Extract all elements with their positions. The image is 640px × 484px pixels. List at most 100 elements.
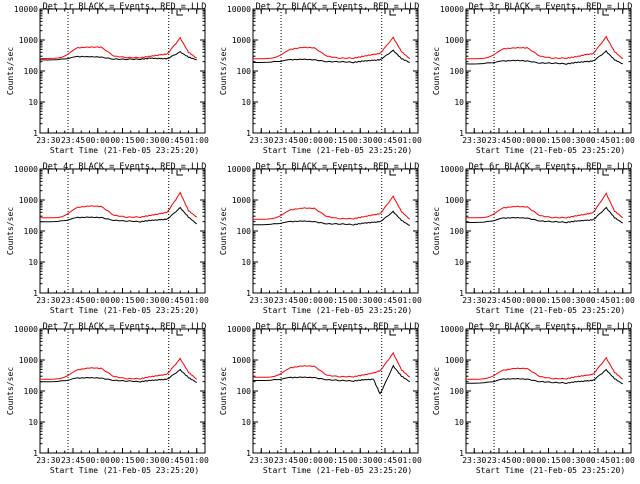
x-tick-label: 00:15 xyxy=(536,296,560,305)
detector-panel: Det 7r BLACK = Events, RED = LLD Counts/s… xyxy=(6,322,209,475)
x-axis-label: Start Time (21-Feb-05 23:25:20) xyxy=(263,306,412,315)
x-tick-label: 00:30 xyxy=(348,136,372,145)
x-axis-label: Start Time (21-Feb-05 23:25:20) xyxy=(476,466,625,475)
bracket-marker xyxy=(389,10,396,16)
x-tick-label: 00:00 xyxy=(86,136,110,145)
y-tick-label: 10000 xyxy=(227,325,251,334)
y-tick-label: 1000 xyxy=(232,356,251,365)
y-tick-label: 10000 xyxy=(227,165,251,174)
chart-title: Det 3r BLACK = Events, RED = LLD xyxy=(469,2,633,12)
x-tick-label: 23:30 xyxy=(249,296,273,305)
x-tick-label: 23:45 xyxy=(487,296,511,305)
x-axis-label: Start Time (21-Feb-05 23:25:20) xyxy=(476,306,625,315)
chart-title: Det 8r BLACK = Events, RED = LLD xyxy=(256,322,420,332)
y-tick-label: 1 xyxy=(246,449,251,458)
x-tick-label: 23:30 xyxy=(249,136,273,145)
series-line-events xyxy=(40,368,197,383)
y-tick-label: 10 xyxy=(28,98,38,107)
y-tick-label: 100 xyxy=(450,387,465,396)
x-tick-label: 00:45 xyxy=(586,456,610,465)
plot-frame xyxy=(252,328,419,454)
x-tick-label: 23:45 xyxy=(274,456,298,465)
series-line-events xyxy=(253,210,410,226)
chart-title: Det 4r BLACK = Events, RED = LLD xyxy=(43,162,207,172)
y-tick-label: 10 xyxy=(241,418,251,427)
y-tick-label: 10 xyxy=(241,258,251,267)
x-tick-label: 01:00 xyxy=(611,456,635,465)
chart-title: Det 5r BLACK = Events, RED = LLD xyxy=(256,162,420,172)
x-tick-label: 00:45 xyxy=(586,136,610,145)
x-tick-label: 00:30 xyxy=(135,136,159,145)
x-tick-label: 00:15 xyxy=(323,136,347,145)
bracket-marker xyxy=(602,10,609,16)
y-tick-label: 1 xyxy=(33,289,38,298)
chart-title: Det 1r BLACK = Events, RED = LLD xyxy=(43,2,207,12)
plot-frame xyxy=(252,168,419,294)
y-tick-label: 10 xyxy=(454,258,464,267)
y-tick-label: 1 xyxy=(246,129,251,138)
detector-panel: Det 6r BLACK = Events, RED = LLD Counts/s… xyxy=(432,162,635,315)
series-line-events xyxy=(252,49,410,64)
x-tick-label: 23:30 xyxy=(249,456,273,465)
x-tick-label: 00:30 xyxy=(561,136,585,145)
x-tick-label: 00:45 xyxy=(160,136,184,145)
x-tick-label: 00:15 xyxy=(536,136,560,145)
y-tick-label: 100 xyxy=(237,67,252,76)
y-tick-label: 1 xyxy=(459,449,464,458)
y-tick-label: 1 xyxy=(246,289,251,298)
x-tick-label: 00:00 xyxy=(512,296,536,305)
x-tick-label: 00:00 xyxy=(299,136,323,145)
detector-panel: Det 5r BLACK = Events, RED = LLD Counts/s… xyxy=(219,162,422,315)
y-axis-label: Counts/sec xyxy=(6,47,15,95)
x-tick-label: 00:45 xyxy=(160,296,184,305)
x-tick-label: 23:45 xyxy=(61,136,85,145)
x-axis-label: Start Time (21-Feb-05 23:25:20) xyxy=(263,466,412,475)
y-tick-label: 10 xyxy=(241,98,251,107)
y-tick-label: 1000 xyxy=(445,36,464,45)
y-tick-label: 10000 xyxy=(227,5,251,14)
x-tick-label: 01:00 xyxy=(611,136,635,145)
y-tick-label: 10000 xyxy=(440,325,464,334)
x-axis-label: Start Time (21-Feb-05 23:25:20) xyxy=(50,146,199,155)
x-tick-label: 00:30 xyxy=(135,456,159,465)
plot-frame xyxy=(39,328,206,454)
series-line-lld xyxy=(252,351,411,378)
x-tick-label: 23:30 xyxy=(462,456,486,465)
x-tick-label: 23:30 xyxy=(36,136,60,145)
series-line-events xyxy=(40,206,198,225)
x-tick-label: 00:30 xyxy=(135,296,159,305)
plot-frame xyxy=(39,8,206,134)
series-line-lld xyxy=(39,191,198,219)
y-tick-label: 1000 xyxy=(445,196,464,205)
y-tick-label: 10000 xyxy=(14,5,38,14)
y-tick-label: 100 xyxy=(237,227,252,236)
x-tick-label: 00:45 xyxy=(160,456,184,465)
x-tick-label: 00:30 xyxy=(348,296,372,305)
x-tick-label: 23:30 xyxy=(462,136,486,145)
x-tick-label: 00:00 xyxy=(299,456,323,465)
y-axis-label: Counts/sec xyxy=(432,207,441,255)
bracket-marker xyxy=(602,170,609,176)
y-tick-label: 1000 xyxy=(19,356,38,365)
x-tick-label: 00:00 xyxy=(512,136,536,145)
y-tick-label: 10 xyxy=(28,258,38,267)
x-tick-label: 00:30 xyxy=(561,296,585,305)
series-line-events xyxy=(253,364,411,395)
x-tick-label: 23:45 xyxy=(61,456,85,465)
x-tick-label: 00:45 xyxy=(373,296,397,305)
x-tick-label: 23:30 xyxy=(36,296,60,305)
y-tick-label: 10 xyxy=(28,418,38,427)
plot-frame xyxy=(465,168,632,294)
x-tick-label: 23:45 xyxy=(487,136,511,145)
y-axis-label: Counts/sec xyxy=(432,367,441,415)
x-tick-label: 00:45 xyxy=(586,296,610,305)
chart-title: Det 7r BLACK = Events, RED = LLD xyxy=(43,322,207,332)
plot-frame xyxy=(39,168,206,294)
y-tick-label: 10000 xyxy=(440,165,464,174)
y-tick-label: 1 xyxy=(459,129,464,138)
x-tick-label: 00:15 xyxy=(536,456,560,465)
x-tick-label: 00:15 xyxy=(323,456,347,465)
y-tick-label: 10 xyxy=(454,98,464,107)
